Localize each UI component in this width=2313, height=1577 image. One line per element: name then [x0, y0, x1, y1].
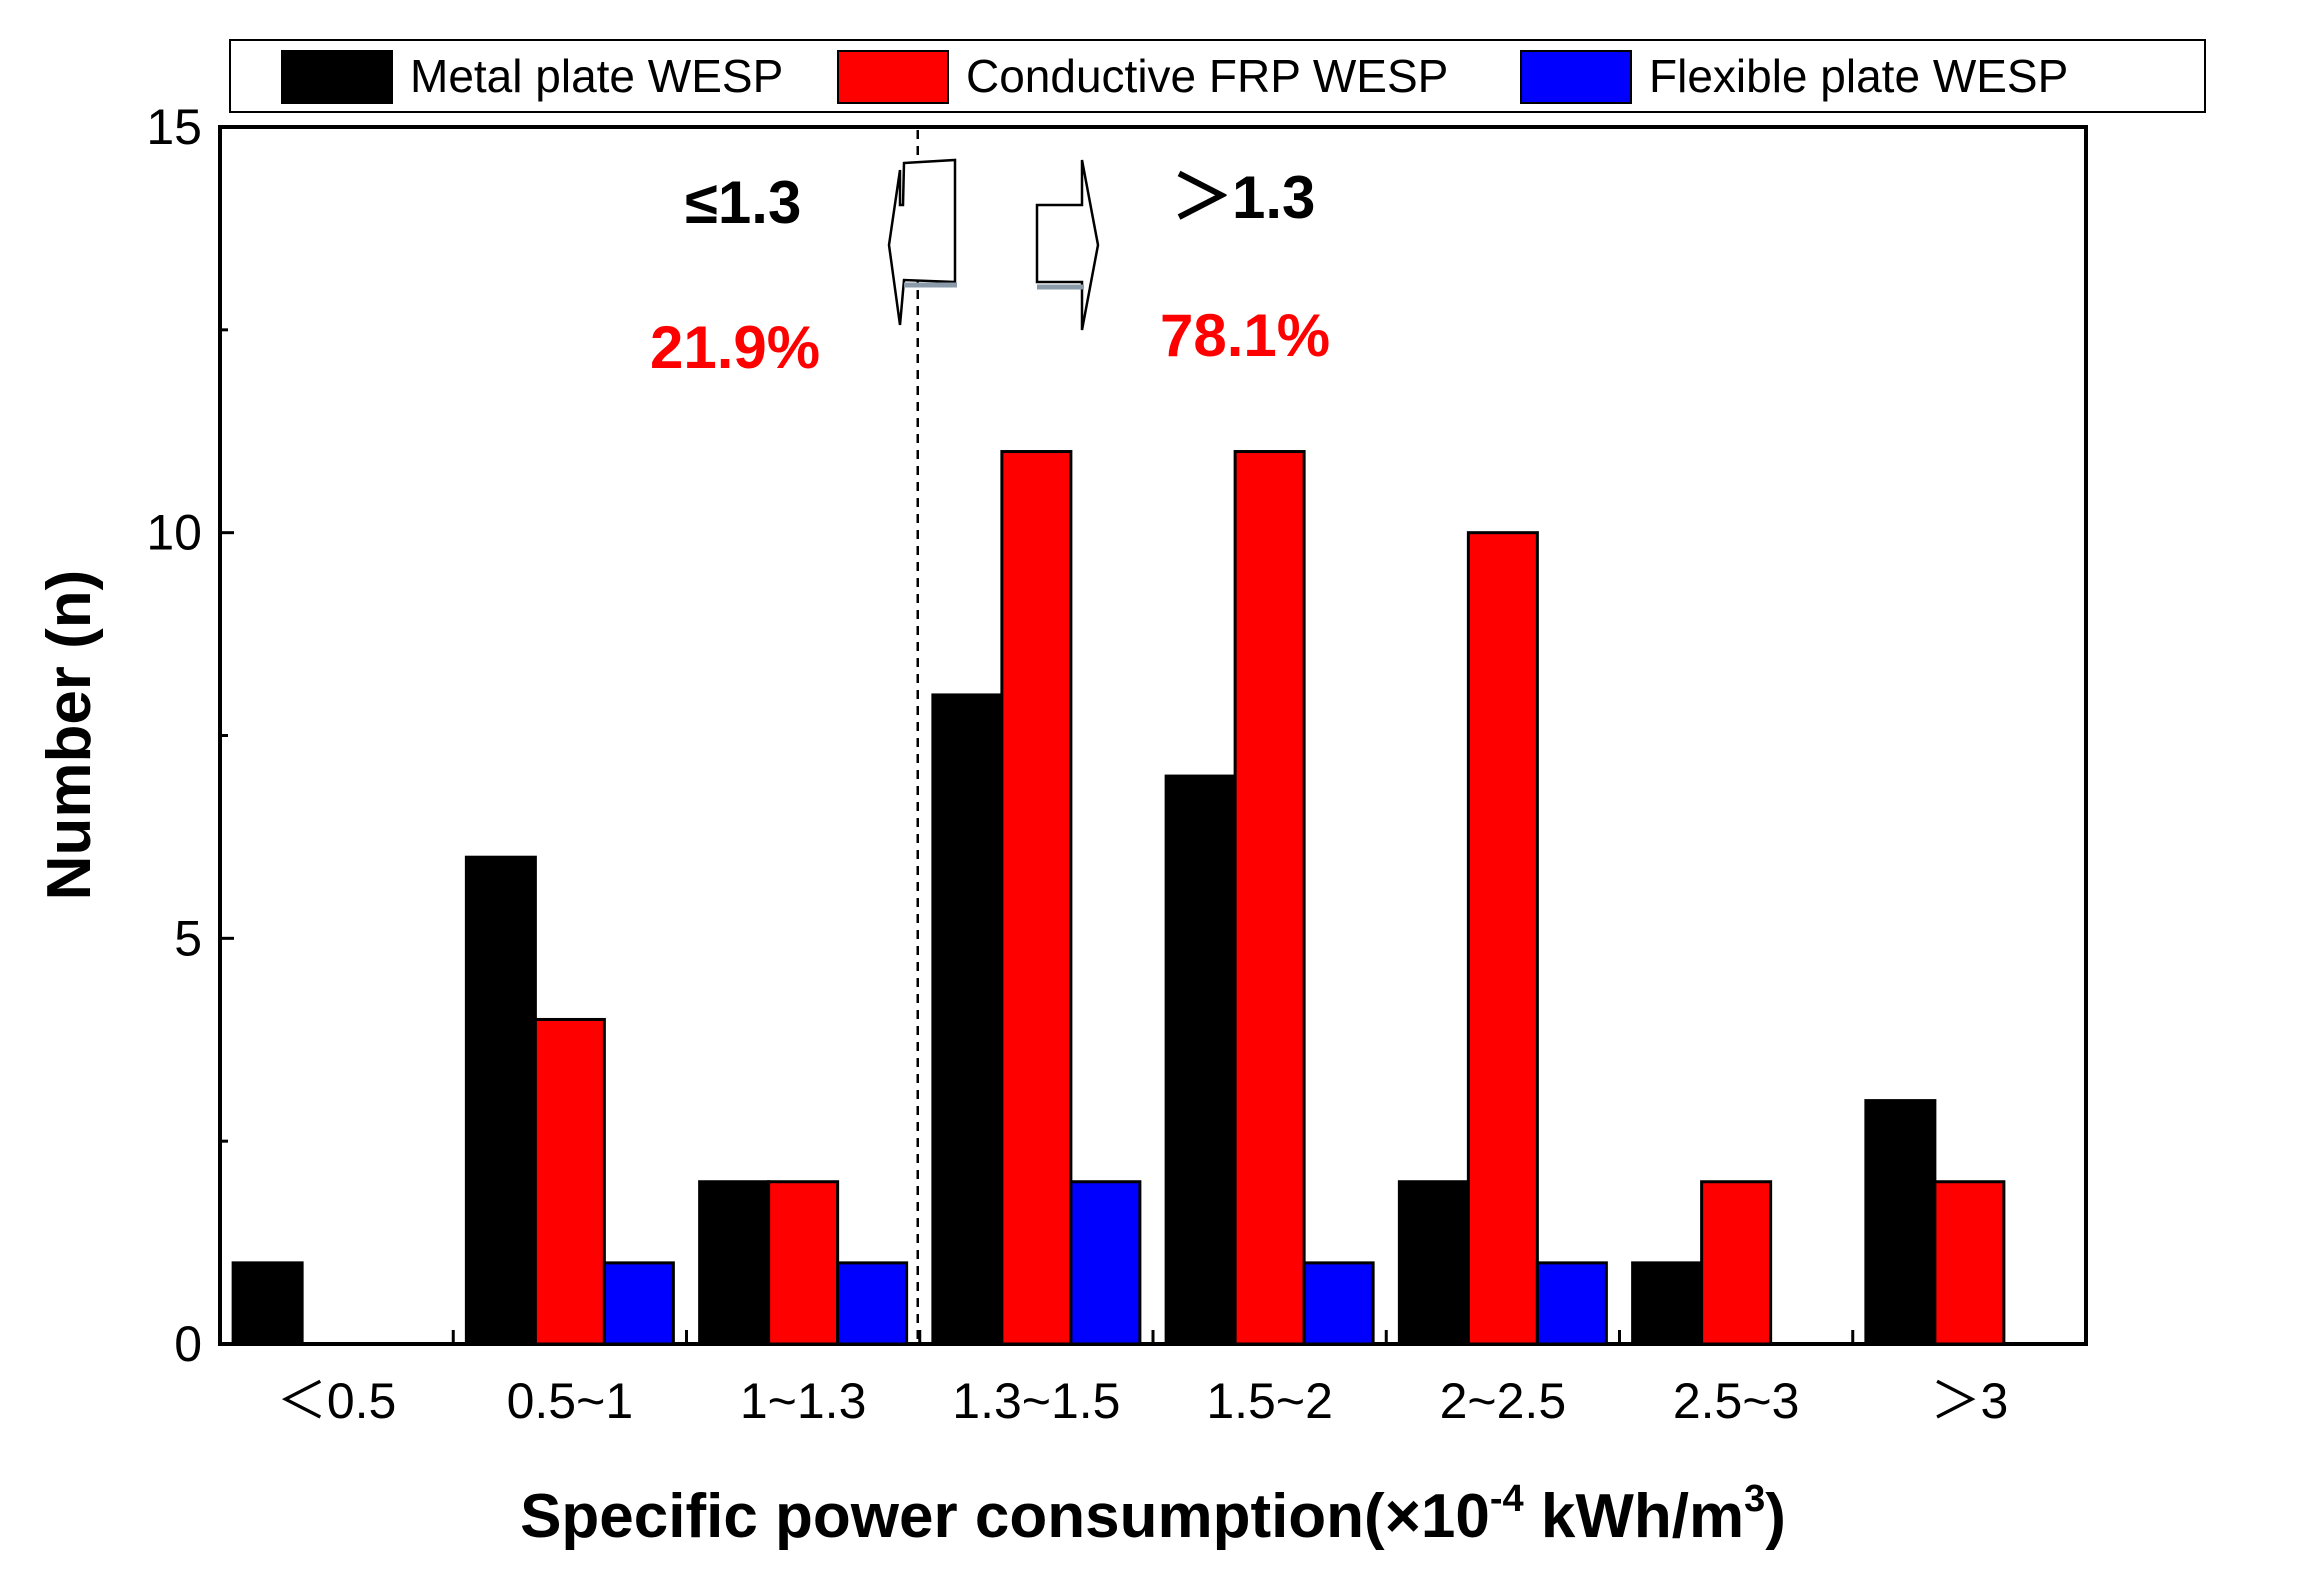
bar-conductive-frp-wesp-2	[767, 1180, 840, 1346]
legend-label-metal: Metal plate WESP	[410, 50, 783, 102]
legend-label-flexible: Flexible plate WESP	[1649, 50, 2068, 102]
bar-metal-plate-wesp-7	[1864, 1099, 1937, 1346]
annotation-right-threshold: ＞1.3	[1172, 164, 1315, 231]
x-axis-title-end: )	[1765, 1482, 1786, 1551]
x-tick-label: 1~1.3	[740, 1373, 867, 1429]
bar-flexible-plate-wesp-3	[1069, 1180, 1142, 1346]
y-axis: 0 5 10 15	[146, 99, 234, 1372]
y-tick-label: 5	[174, 910, 202, 966]
bar-conductive-frp-wesp-6	[1700, 1180, 1773, 1346]
legend-frame	[229, 39, 2206, 113]
bar-conductive-frp-wesp-5	[1466, 531, 1539, 1346]
y-tick-label: 15	[146, 99, 202, 155]
bar-flexible-plate-wesp-5	[1535, 1261, 1608, 1346]
x-tick-label: 2.5~3	[1673, 1373, 1800, 1429]
bar-conductive-frp-wesp-3	[1000, 450, 1073, 1346]
bar-metal-plate-wesp-5	[1397, 1180, 1470, 1346]
legend-swatch-metal	[281, 50, 393, 104]
right-arrow-icon	[1035, 159, 1100, 331]
y-axis-title: Number (n)	[35, 570, 104, 901]
bar-flexible-plate-wesp-4	[1302, 1261, 1375, 1346]
x-axis-title-mid: kWh/m	[1524, 1482, 1744, 1551]
y-tick-label: 0	[174, 1316, 202, 1372]
bar-metal-plate-wesp-4	[1164, 774, 1237, 1346]
x-tick-label: 1.3~1.5	[952, 1373, 1120, 1429]
bars	[231, 450, 2006, 1346]
x-tick-label: 0.5~1	[507, 1373, 634, 1429]
x-tick-label: 1.5~2	[1206, 1373, 1333, 1429]
legend-label-frp: Conductive FRP WESP	[966, 50, 1448, 102]
bar-metal-plate-wesp-3	[931, 693, 1004, 1346]
y-tick-label: 10	[146, 505, 202, 561]
x-axis: ＜0.5 0.5~1 1~1.3 1.3~1.5 1.5~2 2~2.5 2.5~3 ＞3	[218, 1330, 2088, 1429]
bar-conductive-frp-wesp-1	[533, 1017, 606, 1346]
bar-metal-plate-wesp-1	[464, 855, 537, 1346]
legend-swatch-frp	[837, 50, 949, 104]
x-axis-title-exp1: -4	[1490, 1478, 1524, 1520]
annotation-right-percent: 78.1%	[1160, 302, 1330, 369]
bar-metal-plate-wesp-0	[231, 1261, 304, 1346]
x-axis-title-main: Specific power consumption(×10	[520, 1482, 1490, 1551]
bar-conductive-frp-wesp-7	[1933, 1180, 2006, 1346]
annotation-left-percent: 21.9%	[650, 314, 820, 381]
x-tick-label: 2~2.5	[1440, 1373, 1567, 1429]
bar-flexible-plate-wesp-2	[836, 1261, 909, 1346]
bar-conductive-frp-wesp-4	[1233, 450, 1306, 1346]
x-axis-title: Specific power consumption(×10-4 kWh/m3)	[520, 1478, 1786, 1551]
left-arrow-icon	[887, 158, 957, 326]
bar-flexible-plate-wesp-1	[602, 1261, 675, 1346]
x-tick-label: ＞3	[1930, 1373, 2008, 1429]
x-axis-title-exp2: 3	[1744, 1478, 1765, 1520]
bar-metal-plate-wesp-6	[1631, 1261, 1704, 1346]
legend-swatch-flexible	[1520, 50, 1632, 104]
bar-metal-plate-wesp-2	[698, 1180, 771, 1346]
annotation-left-threshold: ≤1.3	[685, 169, 801, 236]
legend: Metal plate WESP Conductive FRP WESP Fle…	[229, 39, 2206, 113]
x-tick-label: ＜0.5	[277, 1373, 397, 1429]
